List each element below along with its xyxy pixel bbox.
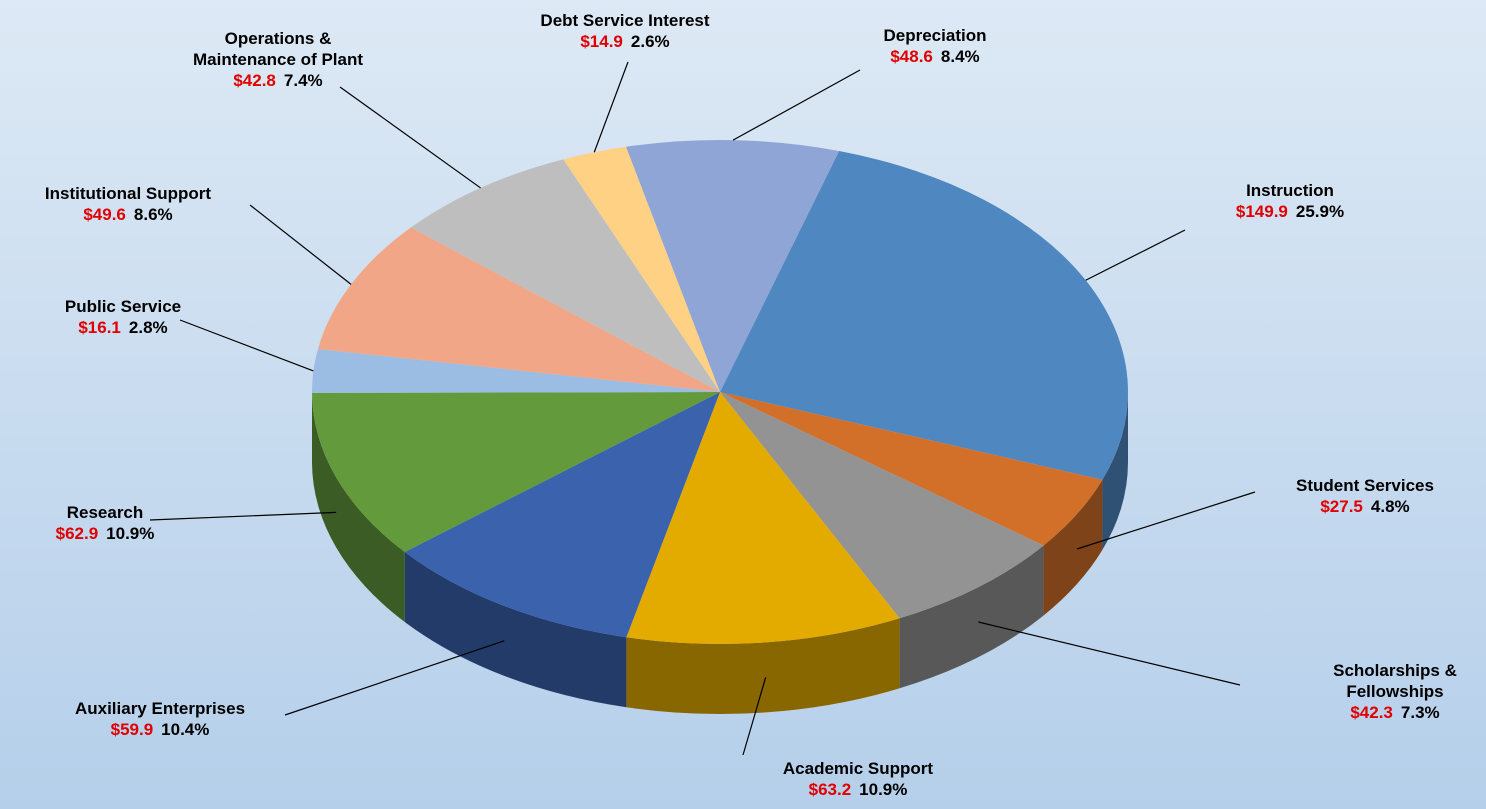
value-row: $59.9 10.4% — [20, 719, 300, 740]
data-label: Institutional Support $49.6 8.6% — [0, 183, 258, 225]
value-label: $62.9 — [55, 524, 99, 543]
leader-line — [339, 86, 481, 189]
percent-label: 10.4% — [161, 720, 210, 739]
slice — [720, 150, 1128, 480]
leader-line — [179, 319, 314, 372]
slice-side — [899, 545, 1044, 689]
slice — [312, 392, 720, 552]
percent-label: 8.4% — [940, 47, 980, 66]
value-label: $149.9 — [1235, 202, 1288, 221]
category-label: Research — [66, 503, 144, 522]
value-row: $49.6 8.6% — [0, 204, 258, 225]
category-label: Debt Service Interest — [540, 11, 710, 30]
category-label: Institutional Support — [44, 184, 212, 203]
value-label: $16.1 — [78, 318, 121, 337]
value-row: $149.9 25.9% — [1180, 201, 1400, 222]
slice-side — [312, 392, 405, 622]
value-row: $16.1 2.8% — [23, 317, 223, 338]
slice — [720, 392, 1103, 546]
data-label: Instruction $149.9 25.9% — [1180, 180, 1400, 222]
slice — [410, 159, 720, 392]
slice-side — [626, 618, 900, 715]
slice — [404, 392, 720, 638]
data-label: Scholarships & Fellowships $42.3 7.3% — [1305, 660, 1485, 723]
value-row: $42.8 7.4% — [183, 70, 373, 91]
category-label: Depreciation — [883, 26, 987, 45]
percent-label: 4.8% — [1370, 497, 1410, 516]
category-label: Student Services — [1296, 476, 1434, 495]
slice — [626, 392, 900, 644]
data-label: Public Service $16.1 2.8% — [23, 296, 223, 338]
percent-label: 25.9% — [1295, 202, 1345, 221]
data-label: Academic Support $63.2 10.9% — [728, 758, 988, 800]
category-label: Operations & Maintenance of Plant — [192, 29, 364, 69]
slice — [626, 140, 840, 392]
slice-side — [404, 551, 627, 708]
slice — [563, 146, 720, 392]
leader-line — [742, 677, 767, 756]
percent-label: 7.3% — [1400, 703, 1440, 722]
data-label: Operations & Maintenance of Plant $42.8 7.… — [183, 28, 373, 91]
leader-line — [284, 640, 505, 716]
slice — [312, 349, 720, 393]
value-row: $14.9 2.6% — [495, 31, 755, 52]
value-row: $42.3 7.3% — [1305, 702, 1485, 723]
percent-label: 10.9% — [859, 780, 908, 799]
data-label: Depreciation $48.6 8.4% — [835, 25, 1035, 67]
category-label: Scholarships & Fellowships — [1333, 661, 1457, 701]
value-label: $48.6 — [890, 47, 933, 66]
data-label: Debt Service Interest $14.9 2.6% — [495, 10, 755, 52]
value-row: $63.2 10.9% — [728, 779, 988, 800]
category-label: Instruction — [1246, 181, 1334, 200]
leader-line — [978, 621, 1241, 686]
percent-label: 2.6% — [630, 32, 670, 51]
leader-line — [1076, 491, 1256, 550]
slice-side — [1102, 392, 1128, 550]
value-label: $27.5 — [1320, 497, 1363, 516]
slice-side — [1043, 479, 1103, 616]
slice — [720, 392, 1044, 619]
value-row: $48.6 8.4% — [835, 46, 1035, 67]
value-label: $42.8 — [233, 71, 276, 90]
leader-line — [249, 204, 352, 285]
category-label: Auxiliary Enterprises — [74, 699, 246, 718]
leader-line — [149, 511, 337, 521]
leader-line — [593, 61, 629, 153]
value-label: $59.9 — [110, 720, 154, 739]
category-label: Public Service — [64, 297, 182, 316]
percent-label: 8.6% — [133, 205, 173, 224]
data-label: Student Services $27.5 4.8% — [1255, 475, 1475, 517]
data-label: Auxiliary Enterprises $59.9 10.4% — [20, 698, 300, 740]
value-row: $62.9 10.9% — [5, 523, 205, 544]
data-label: Research $62.9 10.9% — [5, 502, 205, 544]
category-label: Academic Support — [782, 759, 934, 778]
value-label: $14.9 — [580, 32, 623, 51]
percent-label: 7.4% — [283, 71, 323, 90]
value-label: $42.3 — [1350, 703, 1393, 722]
leader-line — [732, 69, 861, 141]
value-label: $63.2 — [808, 780, 852, 799]
slice — [317, 227, 720, 392]
leader-line — [1085, 229, 1186, 281]
percent-label: 2.8% — [128, 318, 168, 337]
value-row: $27.5 4.8% — [1255, 496, 1475, 517]
value-label: $49.6 — [83, 205, 126, 224]
percent-label: 10.9% — [106, 524, 155, 543]
